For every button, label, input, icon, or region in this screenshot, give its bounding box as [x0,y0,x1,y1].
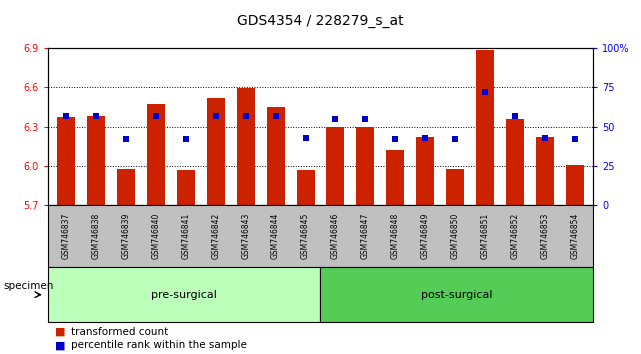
Bar [536,137,554,205]
Bar [87,116,105,205]
Point [91,113,101,118]
Bar [177,170,195,205]
Text: pre-surgical: pre-surgical [151,290,217,300]
Point [211,113,221,118]
Text: specimen: specimen [3,281,54,291]
Bar [326,127,344,205]
Text: ■: ■ [54,340,65,350]
Point [301,135,311,141]
Text: GSM746846: GSM746846 [331,213,340,259]
Bar [117,169,135,205]
Text: GSM746849: GSM746849 [420,213,429,259]
Point [540,135,550,141]
Text: GSM746850: GSM746850 [451,213,460,259]
Point [330,116,340,121]
Bar [506,119,524,205]
Point [570,136,580,142]
Point [151,113,161,118]
Text: GSM746842: GSM746842 [212,213,221,259]
Point [61,113,71,118]
Point [271,113,281,118]
Bar [446,169,464,205]
Bar [566,165,584,205]
Text: percentile rank within the sample: percentile rank within the sample [71,340,246,350]
Text: GSM746854: GSM746854 [570,213,579,259]
Bar [147,104,165,205]
Bar [297,170,315,205]
Text: GSM746839: GSM746839 [121,213,130,259]
Bar [237,88,254,205]
Text: GSM746837: GSM746837 [62,213,71,259]
Point [390,136,401,142]
Bar [416,137,434,205]
Text: transformed count: transformed count [71,327,168,337]
Text: GSM746843: GSM746843 [241,213,250,259]
Bar [476,50,494,205]
Bar [57,118,75,205]
Text: GSM746847: GSM746847 [361,213,370,259]
Text: GSM746840: GSM746840 [151,213,160,259]
Point [510,113,520,118]
Text: GSM746851: GSM746851 [481,213,490,259]
Bar [267,107,285,205]
Text: GSM746848: GSM746848 [391,213,400,259]
Point [450,136,460,142]
Text: GSM746844: GSM746844 [271,213,280,259]
Text: GDS4354 / 228279_s_at: GDS4354 / 228279_s_at [237,14,404,28]
Text: ■: ■ [54,327,65,337]
Bar [387,150,404,205]
Bar [207,98,225,205]
Point [480,89,490,95]
Point [240,113,251,118]
Point [181,136,191,142]
Point [121,136,131,142]
Text: GSM746838: GSM746838 [92,213,101,259]
Text: GSM746853: GSM746853 [540,213,549,259]
Bar [356,127,374,205]
Point [420,135,430,141]
Text: GSM746845: GSM746845 [301,213,310,259]
Point [360,116,370,121]
Text: GSM746841: GSM746841 [181,213,190,259]
Text: post-surgical: post-surgical [421,290,492,300]
Text: GSM746852: GSM746852 [511,213,520,259]
